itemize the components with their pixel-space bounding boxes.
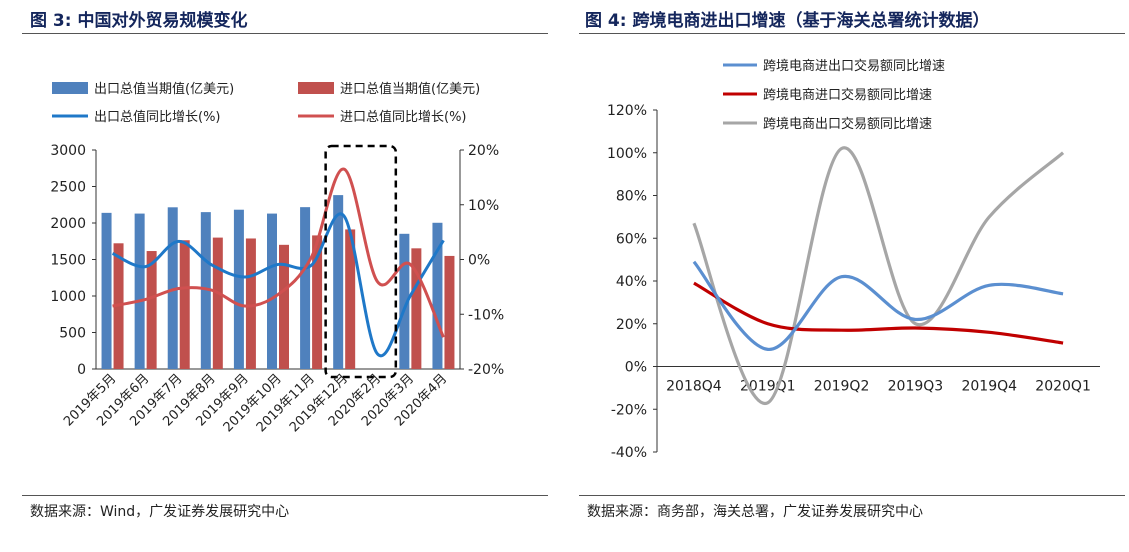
y-left-tick-label: 3000 — [50, 143, 86, 159]
import-bar — [411, 248, 422, 369]
x-tick-label: 2019Q2 — [814, 379, 870, 395]
right-figure-title: 图 4: 跨境电商进出口增速（基于海关总署统计数据） — [585, 11, 990, 31]
export-bar — [267, 213, 277, 369]
export-bar — [300, 207, 311, 369]
import-yoy-line — [112, 167, 445, 338]
y-left-tick-label: 500 — [59, 326, 86, 342]
x-tick-label: 2019Q4 — [961, 379, 1017, 395]
import-bar — [179, 240, 190, 369]
export-bar — [101, 212, 112, 369]
y-left-tick-label: 1000 — [50, 289, 86, 305]
legend-label: 出口总值同比增长(%) — [94, 109, 221, 125]
legend-swatch — [298, 82, 334, 94]
x-tick-label: 2019Q3 — [888, 379, 944, 395]
legend-swatch — [52, 82, 88, 94]
y-right-tick-label: 0% — [468, 253, 490, 269]
right-title-rule — [579, 33, 1125, 34]
y-tick-label: 20% — [616, 317, 647, 333]
y-tick-label: 60% — [616, 231, 647, 247]
highlight-box — [324, 144, 398, 379]
left-chart: 出口总值当期值(亿美元) 进口总值当期值(亿美元) 出口总值同比增长(%) 进口总值同… — [50, 81, 504, 435]
import-bar — [312, 235, 323, 369]
right-source: 数据来源：商务部，海关总署，广发证券发展研究中心 — [587, 504, 923, 520]
x-tick-label: 2019Q1 — [740, 379, 796, 395]
y-left-tick-label: 0 — [77, 362, 86, 378]
export-bar — [399, 233, 410, 369]
y-tick-label: 80% — [616, 189, 647, 205]
y-tick-label: 40% — [616, 274, 647, 290]
left-figure: 图 3: 中国对外贸易规模变化 出口总值当期值(亿美元) 进口总值当期值(亿美元)… — [0, 0, 552, 552]
left-source-rule — [22, 495, 548, 496]
y-left-tick-label: 2500 — [50, 180, 86, 196]
series-line-2 — [692, 146, 1065, 405]
series-line-1 — [693, 281, 1064, 345]
legend-label: 跨境电商进口交易额同比增速 — [763, 87, 932, 103]
left-figure-title: 图 3: 中国对外贸易规模变化 — [30, 11, 248, 31]
legend-label: 进口总值当期值(亿美元) — [340, 81, 480, 97]
x-tick-label: 2018Q4 — [666, 379, 722, 395]
legend-label: 进口总值同比增长(%) — [340, 109, 467, 125]
x-tick-label: 2020Q1 — [1035, 379, 1091, 395]
legend-label: 跨境电商进出口交易额同比增速 — [763, 58, 945, 74]
export-bar — [432, 222, 443, 369]
export-bar — [134, 213, 145, 369]
import-bar — [444, 255, 455, 369]
import-bar — [146, 251, 157, 369]
export-yoy-line — [111, 212, 445, 358]
left-source: 数据来源：Wind，广发证券发展研究中心 — [30, 504, 290, 520]
y-left-tick-label: 1500 — [50, 253, 86, 269]
series-line-0 — [692, 260, 1064, 351]
y-right-tick-label: -20% — [468, 362, 504, 378]
y-tick-label: -20% — [611, 402, 647, 418]
y-tick-label: 0% — [625, 360, 647, 376]
left-title-rule — [22, 33, 548, 34]
right-figure: 图 4: 跨境电商进出口增速（基于海关总署统计数据） 跨境电商进出口交易额同比增… — [575, 0, 1129, 552]
y-left-tick-label: 2000 — [50, 216, 86, 232]
export-bar — [333, 195, 344, 369]
import-bar — [345, 229, 356, 369]
right-source-rule — [579, 495, 1125, 496]
y-tick-label: -40% — [611, 445, 647, 461]
export-bar — [200, 212, 211, 369]
y-tick-label: 120% — [607, 103, 647, 119]
legend-label: 跨境电商出口交易额同比增速 — [763, 116, 932, 132]
import-bar — [279, 244, 289, 369]
y-right-tick-label: -10% — [468, 307, 504, 323]
export-bar — [167, 207, 178, 369]
import-bar — [212, 237, 223, 369]
legend-label: 出口总值当期值(亿美元) — [94, 81, 234, 97]
import-bar — [245, 238, 256, 369]
right-chart: 跨境电商进出口交易额同比增速跨境电商进口交易额同比增速跨境电商出口交易额同比增速… — [607, 58, 1100, 461]
y-tick-label: 100% — [607, 146, 647, 162]
export-bar — [233, 209, 244, 369]
y-right-tick-label: 20% — [468, 143, 499, 159]
y-right-tick-label: 10% — [468, 198, 499, 214]
